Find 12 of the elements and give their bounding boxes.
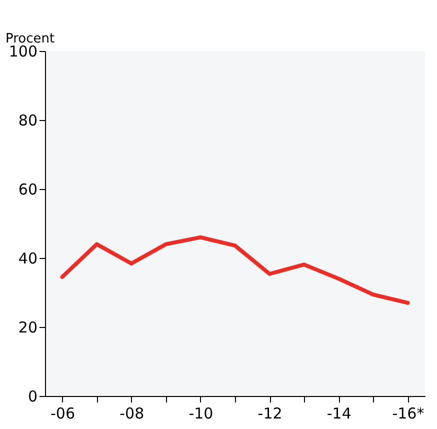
y-tick-label: 60	[18, 180, 38, 198]
line-series	[60, 235, 410, 305]
x-tick-label: -06	[50, 404, 76, 422]
x-tick-label: -12	[258, 404, 282, 422]
x-tick-label: -08	[120, 404, 144, 422]
y-tick-label: 40	[18, 250, 38, 268]
x-tick-label: -14	[326, 404, 352, 422]
x-tick-label: -10	[188, 404, 214, 422]
y-tick-label: 0	[28, 388, 38, 406]
y-tick-label: 80	[18, 112, 38, 130]
y-tick-label: 20	[18, 318, 38, 336]
x-tick-label: -16*	[392, 404, 425, 422]
